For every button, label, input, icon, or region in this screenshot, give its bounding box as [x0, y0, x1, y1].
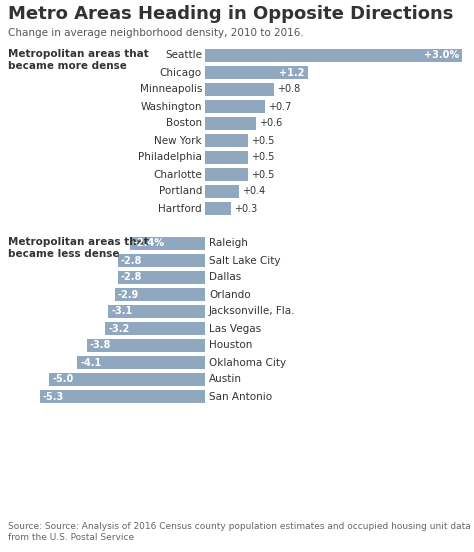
Bar [109, 305, 205, 318]
Bar [205, 83, 273, 96]
Text: +0.4: +0.4 [242, 187, 265, 197]
Text: Austin: Austin [209, 374, 242, 385]
Bar [118, 271, 205, 284]
Bar [205, 202, 231, 215]
Bar [205, 117, 256, 130]
Text: -2.8: -2.8 [121, 273, 142, 283]
Text: Change in average neighborhood density, 2010 to 2016.: Change in average neighborhood density, … [8, 28, 304, 38]
Bar [115, 288, 205, 301]
Text: Washington: Washington [140, 102, 202, 112]
Text: Seattle: Seattle [165, 50, 202, 61]
Text: Metro Areas Heading in Opposite Directions: Metro Areas Heading in Opposite Directio… [8, 5, 453, 23]
Text: Portland: Portland [159, 187, 202, 197]
Text: -3.2: -3.2 [109, 323, 129, 333]
Bar [205, 168, 248, 181]
Text: Dallas: Dallas [209, 273, 241, 283]
Bar [77, 356, 205, 369]
Bar [205, 49, 462, 62]
Text: +1.2: +1.2 [280, 67, 305, 77]
Text: +0.5: +0.5 [251, 169, 274, 179]
Text: +0.8: +0.8 [276, 84, 300, 94]
Text: +0.5: +0.5 [251, 152, 274, 162]
Text: +0.7: +0.7 [268, 102, 292, 112]
Text: Houston: Houston [209, 341, 252, 351]
Bar [105, 322, 205, 335]
Text: -3.1: -3.1 [111, 306, 133, 316]
Bar [118, 254, 205, 267]
Bar [87, 339, 205, 352]
Text: -3.8: -3.8 [90, 341, 111, 351]
Text: -2.4%: -2.4% [133, 238, 164, 248]
Bar [49, 373, 205, 386]
Text: Minneapolis: Minneapolis [140, 84, 202, 94]
Text: Metropolitan areas that
became less dense: Metropolitan areas that became less dens… [8, 237, 149, 259]
Text: Salt Lake City: Salt Lake City [209, 256, 281, 266]
Text: Philadelphia: Philadelphia [138, 152, 202, 162]
Text: +0.3: +0.3 [234, 204, 257, 214]
Text: San Antonio: San Antonio [209, 391, 272, 401]
Text: -5.3: -5.3 [43, 391, 64, 401]
Text: Orlando: Orlando [209, 289, 251, 300]
Text: Source: Source: Analysis of 2016 Census county population estimates and occupied: Source: Source: Analysis of 2016 Census … [8, 522, 471, 542]
Bar [205, 66, 308, 79]
Text: -5.0: -5.0 [52, 374, 73, 385]
Text: +3.0%: +3.0% [424, 50, 459, 61]
Bar [205, 185, 239, 198]
Bar [205, 100, 265, 113]
Text: Charlotte: Charlotte [153, 169, 202, 179]
Bar [40, 390, 205, 403]
Bar [205, 134, 248, 147]
Text: +0.5: +0.5 [251, 135, 274, 146]
Text: -4.1: -4.1 [81, 358, 101, 368]
Text: +0.6: +0.6 [259, 119, 283, 129]
Text: -2.8: -2.8 [121, 256, 142, 266]
Text: New York: New York [155, 135, 202, 146]
Text: Jacksonville, Fla.: Jacksonville, Fla. [209, 306, 295, 316]
Bar [130, 237, 205, 250]
Text: Raleigh: Raleigh [209, 238, 248, 248]
Text: -2.9: -2.9 [118, 289, 139, 300]
Text: Hartford: Hartford [158, 204, 202, 214]
Text: Boston: Boston [166, 119, 202, 129]
Text: Oklahoma City: Oklahoma City [209, 358, 286, 368]
Bar [205, 151, 248, 164]
Text: Las Vegas: Las Vegas [209, 323, 261, 333]
Text: Chicago: Chicago [160, 67, 202, 77]
Text: Metropolitan areas that
became more dense: Metropolitan areas that became more dens… [8, 49, 149, 71]
